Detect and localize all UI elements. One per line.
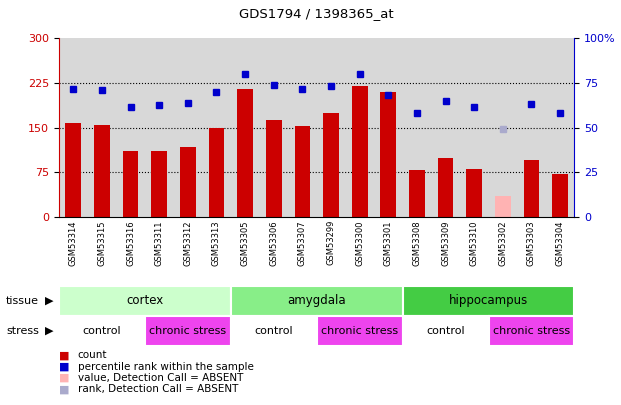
Text: ■: ■ [59, 350, 70, 360]
Text: chronic stress: chronic stress [149, 326, 227, 336]
Text: hippocampus: hippocampus [449, 294, 528, 307]
Text: GSM53312: GSM53312 [183, 220, 193, 266]
Bar [466, 169, 482, 217]
Text: GSM53305: GSM53305 [240, 220, 250, 266]
Text: GSM53307: GSM53307 [298, 220, 307, 266]
Text: GSM53314: GSM53314 [69, 220, 78, 266]
Text: amygdala: amygdala [288, 294, 346, 307]
Text: GSM53310: GSM53310 [469, 220, 479, 266]
Text: ■: ■ [59, 384, 70, 394]
Text: rank, Detection Call = ABSENT: rank, Detection Call = ABSENT [78, 384, 238, 394]
Text: GSM53301: GSM53301 [384, 220, 393, 266]
Bar [94, 125, 110, 217]
Bar [231, 316, 317, 346]
Bar [237, 89, 253, 217]
Bar [317, 316, 402, 346]
Bar [209, 128, 224, 217]
Bar [524, 160, 540, 217]
Text: ■: ■ [59, 373, 70, 383]
Bar [438, 158, 453, 217]
Text: GSM53300: GSM53300 [355, 220, 364, 266]
Text: control: control [426, 326, 465, 336]
Text: control: control [83, 326, 121, 336]
Text: ▶: ▶ [45, 296, 54, 306]
Bar [123, 151, 138, 217]
Text: percentile rank within the sample: percentile rank within the sample [78, 362, 253, 372]
Bar [59, 316, 145, 346]
Text: chronic stress: chronic stress [493, 326, 570, 336]
Bar [180, 147, 196, 217]
Bar [402, 316, 489, 346]
Text: GSM53299: GSM53299 [327, 220, 335, 266]
Text: GSM53316: GSM53316 [126, 220, 135, 266]
Bar [381, 92, 396, 217]
Text: ■: ■ [59, 362, 70, 372]
Text: GSM53302: GSM53302 [498, 220, 507, 266]
Text: GSM53306: GSM53306 [270, 220, 278, 266]
Bar [351, 86, 368, 217]
Text: GDS1794 / 1398365_at: GDS1794 / 1398365_at [240, 7, 394, 20]
Text: count: count [78, 350, 107, 360]
Bar [409, 171, 425, 217]
Bar [552, 174, 568, 217]
Bar [294, 126, 310, 217]
Text: tissue: tissue [6, 296, 39, 306]
Bar [152, 151, 167, 217]
Bar [145, 316, 231, 346]
Text: value, Detection Call = ABSENT: value, Detection Call = ABSENT [78, 373, 243, 383]
Text: GSM53309: GSM53309 [441, 220, 450, 266]
Bar [495, 196, 510, 217]
Text: GSM53311: GSM53311 [155, 220, 164, 266]
Bar [65, 123, 81, 217]
Text: chronic stress: chronic stress [321, 326, 398, 336]
Bar [489, 316, 574, 346]
Text: GSM53304: GSM53304 [556, 220, 564, 266]
Text: GSM53315: GSM53315 [97, 220, 106, 266]
Text: GSM53308: GSM53308 [412, 220, 422, 266]
Bar [59, 286, 231, 316]
Text: GSM53313: GSM53313 [212, 220, 221, 266]
Bar [402, 286, 574, 316]
Text: ▶: ▶ [45, 326, 54, 336]
Bar [323, 113, 339, 217]
Text: GSM53303: GSM53303 [527, 220, 536, 266]
Text: control: control [255, 326, 293, 336]
Text: cortex: cortex [126, 294, 163, 307]
Bar [266, 120, 282, 217]
Text: stress: stress [6, 326, 39, 336]
Bar [231, 286, 402, 316]
